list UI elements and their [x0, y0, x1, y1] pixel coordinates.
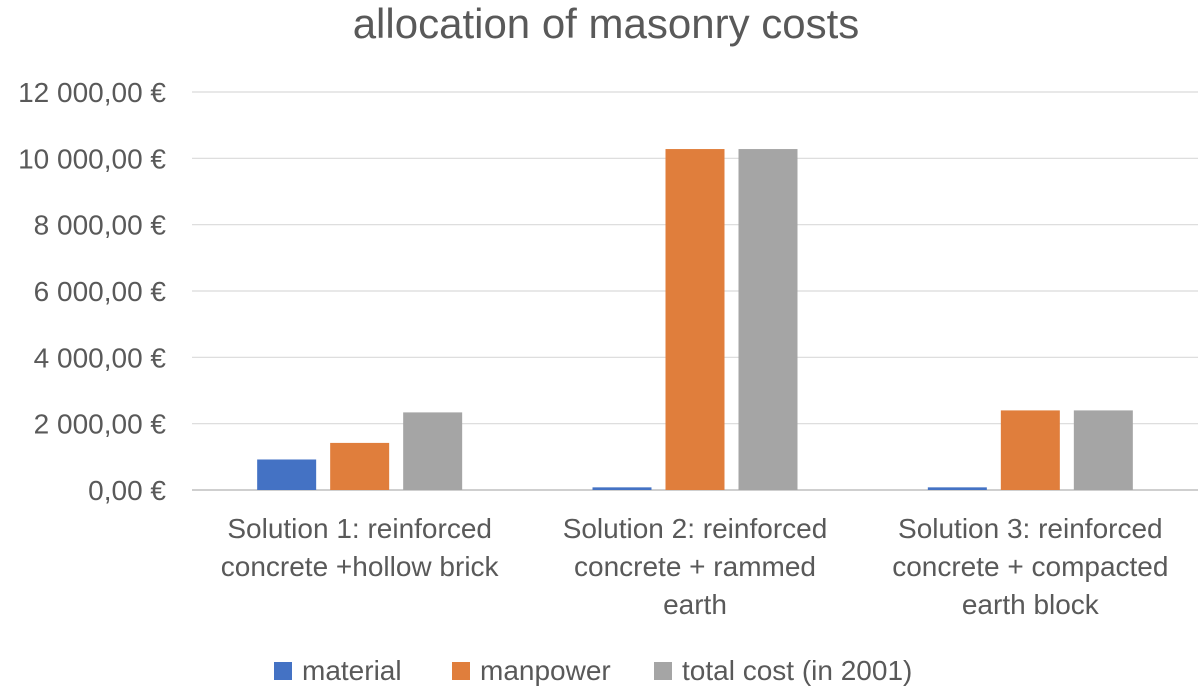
- x-category-label: earth block: [962, 589, 1100, 620]
- bar-total-1: [403, 412, 463, 490]
- chart-title: allocation of masonry costs: [353, 0, 860, 47]
- x-category-label: concrete +hollow brick: [221, 551, 500, 582]
- bar-material-3: [927, 487, 987, 490]
- y-tick-label: 8 000,00 €: [34, 210, 167, 241]
- legend-label: material: [302, 655, 402, 686]
- y-tick-label: 12 000,00 €: [18, 77, 166, 108]
- x-category-label: concrete + compacted: [892, 551, 1168, 582]
- legend-label: total cost (in 2001): [682, 655, 912, 686]
- legend-swatch-material: [274, 662, 292, 680]
- x-axis: Solution 1: reinforced concrete +hollow b…: [221, 513, 1169, 620]
- y-tick-label: 0,00 €: [88, 475, 166, 506]
- bars: [257, 149, 1133, 490]
- x-category-label: concrete + rammed: [574, 551, 816, 582]
- bar-total-2: [738, 149, 798, 490]
- y-axis: 0,00 € 2 000,00 € 4 000,00 € 6 000,00 € 8 00…: [18, 77, 166, 506]
- y-tick-label: 6 000,00 €: [34, 276, 167, 307]
- y-tick-label: 4 000,00 €: [34, 342, 167, 373]
- x-category-label: Solution 3: reinforced: [898, 513, 1163, 544]
- bar-material-1: [257, 459, 317, 490]
- bar-material-2: [592, 487, 652, 490]
- legend-swatch-manpower: [452, 662, 470, 680]
- legend: material manpower total cost (in 2001): [274, 655, 912, 686]
- x-category-label: Solution 2: reinforced: [563, 513, 828, 544]
- x-category-label: Solution 1: reinforced: [227, 513, 492, 544]
- bar-total-3: [1073, 410, 1133, 490]
- legend-swatch-total: [654, 662, 672, 680]
- y-tick-label: 10 000,00 €: [18, 143, 166, 174]
- legend-label: manpower: [480, 655, 611, 686]
- x-category-label: earth: [663, 589, 727, 620]
- bar-manpower-2: [665, 149, 725, 490]
- bar-manpower-1: [330, 442, 390, 490]
- bar-manpower-3: [1000, 410, 1060, 490]
- y-tick-label: 2 000,00 €: [34, 409, 167, 440]
